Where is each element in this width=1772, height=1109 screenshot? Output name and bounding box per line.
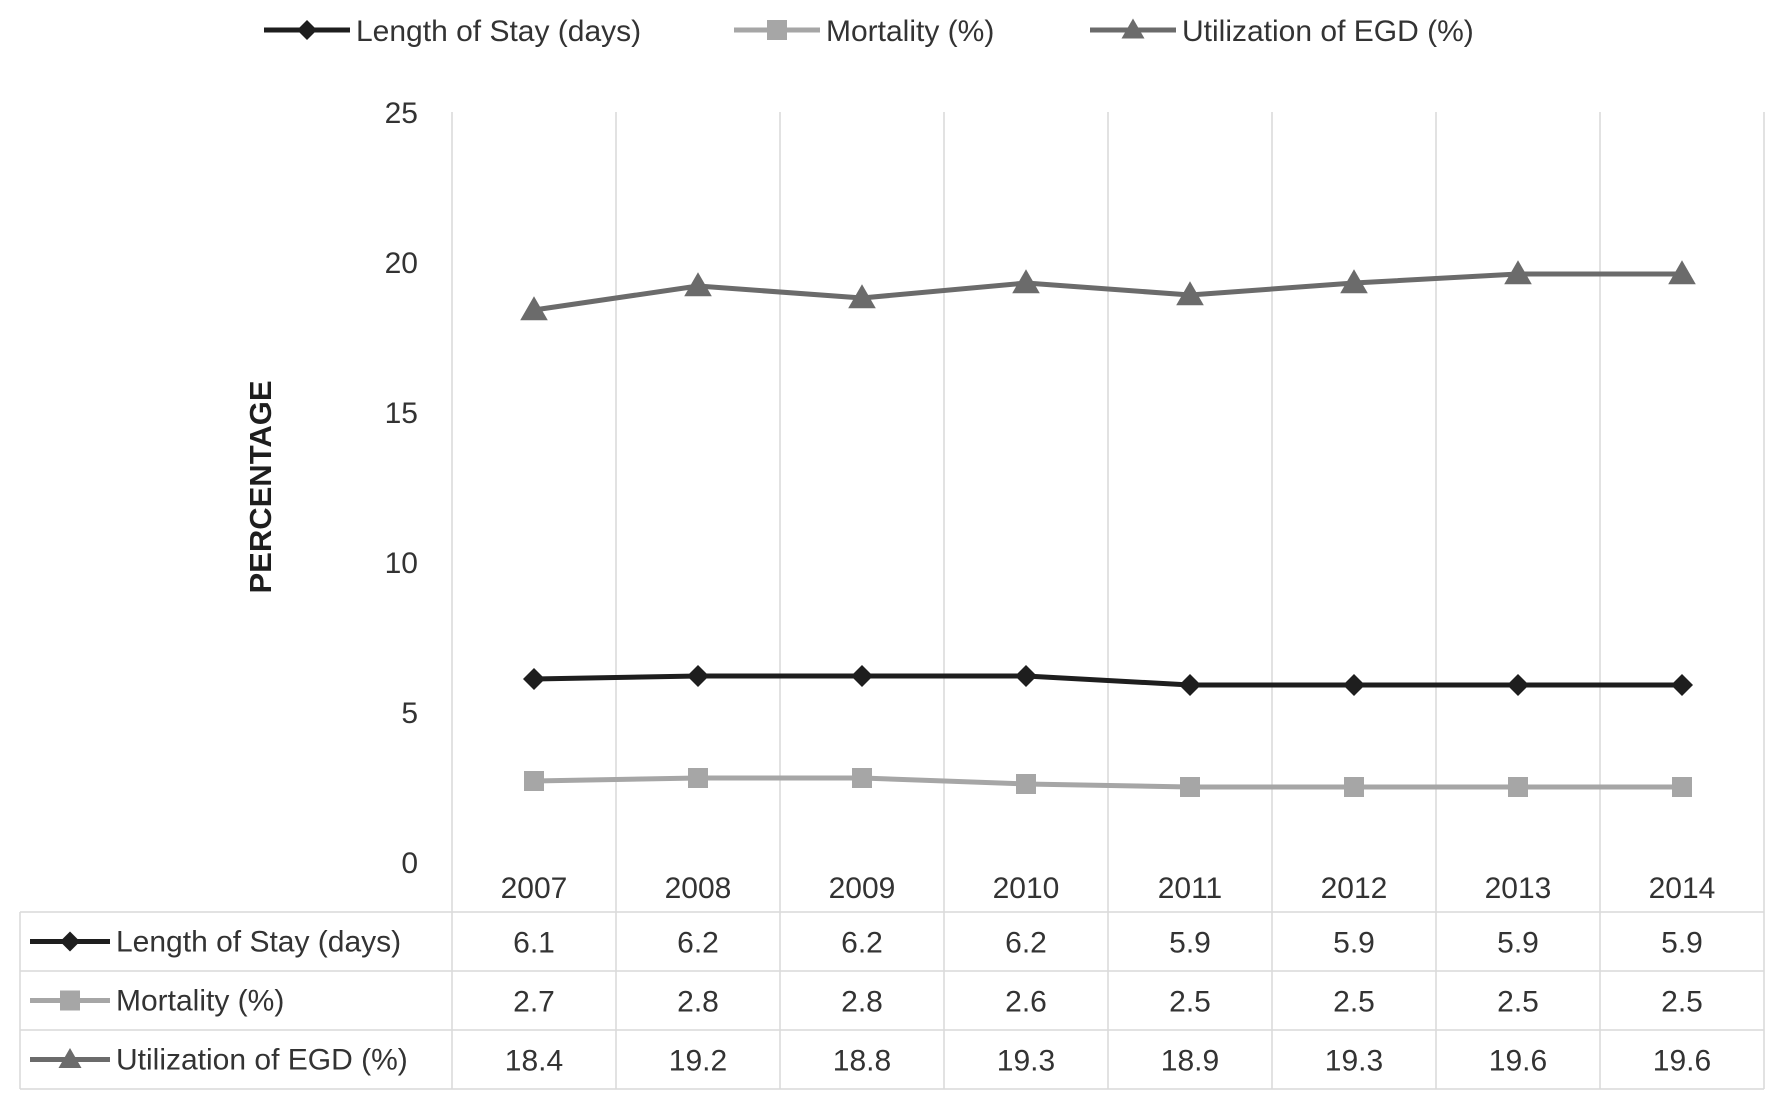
- data-point: [520, 296, 548, 321]
- table-cell-value: 5.9: [1497, 927, 1539, 960]
- table-row-marker: [60, 990, 80, 1011]
- table-cell-value: 2.5: [1497, 986, 1539, 1019]
- data-point: [684, 272, 712, 297]
- data-point: [524, 771, 544, 791]
- y-tick-label: 10: [385, 547, 418, 580]
- table-row-marker: [58, 1048, 82, 1068]
- y-axis-ticks: 0 5 10 15 20 25: [385, 97, 418, 880]
- data-point: [1508, 777, 1528, 797]
- y-tick-label: 20: [385, 247, 418, 280]
- plot-series: [520, 260, 1696, 797]
- table-cell-value: 19.3: [997, 1045, 1055, 1078]
- table-cell-value: 2.8: [841, 986, 883, 1019]
- data-point: [1671, 674, 1693, 696]
- table-cell-value: 2.5: [1333, 986, 1375, 1019]
- legend-label: Mortality (%): [826, 15, 994, 48]
- table-cell-value: 18.9: [1161, 1045, 1219, 1078]
- table-cell-value: 2.6: [1005, 986, 1047, 1019]
- x-tick-label: 2012: [1321, 872, 1388, 905]
- legend-entry: Length of Stay (days): [264, 15, 641, 48]
- data-point: [1176, 281, 1204, 306]
- data-point: [1672, 777, 1692, 797]
- legend-entry: Mortality (%): [734, 15, 994, 48]
- table-cell-value: 2.7: [513, 986, 555, 1019]
- table-cell-value: 18.4: [505, 1045, 563, 1078]
- table-cell-value: 5.9: [1333, 927, 1375, 960]
- data-point: [1504, 260, 1532, 285]
- series-line: [533, 673, 1682, 688]
- table-row-label: Length of Stay (days): [116, 926, 401, 959]
- legend-marker: [297, 20, 317, 40]
- data-point: [687, 665, 709, 687]
- series-square: [524, 768, 1692, 797]
- table-cell-value: 19.6: [1653, 1045, 1711, 1078]
- y-tick-label: 15: [385, 397, 418, 430]
- table-cell-value: 2.8: [677, 986, 719, 1019]
- y-tick-label: 0: [401, 847, 418, 880]
- x-tick-label: 2013: [1485, 872, 1552, 905]
- data-point: [1668, 260, 1696, 285]
- data-point: [1179, 674, 1201, 696]
- x-tick-label: 2010: [993, 872, 1060, 905]
- data-point: [1507, 674, 1529, 696]
- table-row: Mortality (%) 2.7 2.8 2.8 2.6 2.5 2.5 2.5 2.5: [30, 985, 1703, 1019]
- legend-label: Length of Stay (days): [356, 15, 641, 48]
- legend-label: Utilization of EGD (%): [1182, 15, 1474, 48]
- data-point: [1012, 269, 1040, 294]
- table-cell-value: 5.9: [1661, 927, 1703, 960]
- data-point: [1180, 777, 1200, 797]
- legend-marker: [767, 20, 787, 40]
- data-point: [848, 284, 876, 309]
- data-point: [1015, 665, 1037, 687]
- table-cell-value: 6.2: [1005, 927, 1047, 960]
- data-point: [851, 665, 873, 687]
- legend-entry: Utilization of EGD (%): [1090, 15, 1474, 48]
- table-cell-value: 6.2: [677, 927, 719, 960]
- table-cell-value: 6.2: [841, 927, 883, 960]
- series-diamond: [523, 665, 1693, 696]
- x-tick-label: 2014: [1649, 872, 1716, 905]
- table-cell-value: 2.5: [1661, 986, 1703, 1019]
- x-tick-label: 2011: [1158, 872, 1223, 905]
- data-point: [688, 768, 708, 788]
- legend-marker: [1121, 18, 1145, 39]
- data-point: [1344, 777, 1364, 797]
- table-row: Length of Stay (days) 6.1 6.2 6.2 6.2 5.9 5.9 5…: [30, 926, 1703, 960]
- data-point: [523, 668, 545, 690]
- x-tick-label: 2007: [501, 872, 568, 905]
- table-cell-value: 19.3: [1325, 1045, 1383, 1078]
- table-cell-value: 6.1: [513, 927, 555, 960]
- x-tick-label: 2009: [829, 872, 896, 905]
- data-point: [1016, 774, 1036, 794]
- series-triangle: [520, 260, 1696, 321]
- table-row-label: Mortality (%): [116, 985, 284, 1018]
- table-cell-value: 5.9: [1169, 927, 1211, 960]
- table-cell-value: 18.8: [833, 1045, 891, 1078]
- y-tick-label: 5: [401, 697, 418, 730]
- table-row-label: Utilization of EGD (%): [116, 1044, 408, 1077]
- y-tick-label: 25: [385, 97, 418, 130]
- table-row-marker: [60, 931, 80, 952]
- series-line: [533, 271, 1682, 313]
- table-cell-value: 19.2: [669, 1045, 727, 1078]
- y-axis-label: PERCENTAGE: [243, 380, 278, 593]
- data-point: [1340, 269, 1368, 294]
- table-cell-value: 19.6: [1489, 1045, 1547, 1078]
- data-point: [1343, 674, 1365, 696]
- data-table: 2007 2008 2009 2010 2011 2012 2013 2014 Length o…: [19, 862, 1765, 1090]
- series-line: [533, 775, 1682, 790]
- legend: Length of Stay (days) Mortality (%) Utiliz…: [264, 15, 1474, 48]
- plot-gridlines: [451, 112, 1765, 862]
- table-cell-value: 2.5: [1169, 986, 1211, 1019]
- x-tick-label: 2008: [665, 872, 732, 905]
- data-point: [852, 768, 872, 788]
- table-row: Utilization of EGD (%) 18.4 19.2 18.8 19.3 18…: [30, 1044, 1711, 1078]
